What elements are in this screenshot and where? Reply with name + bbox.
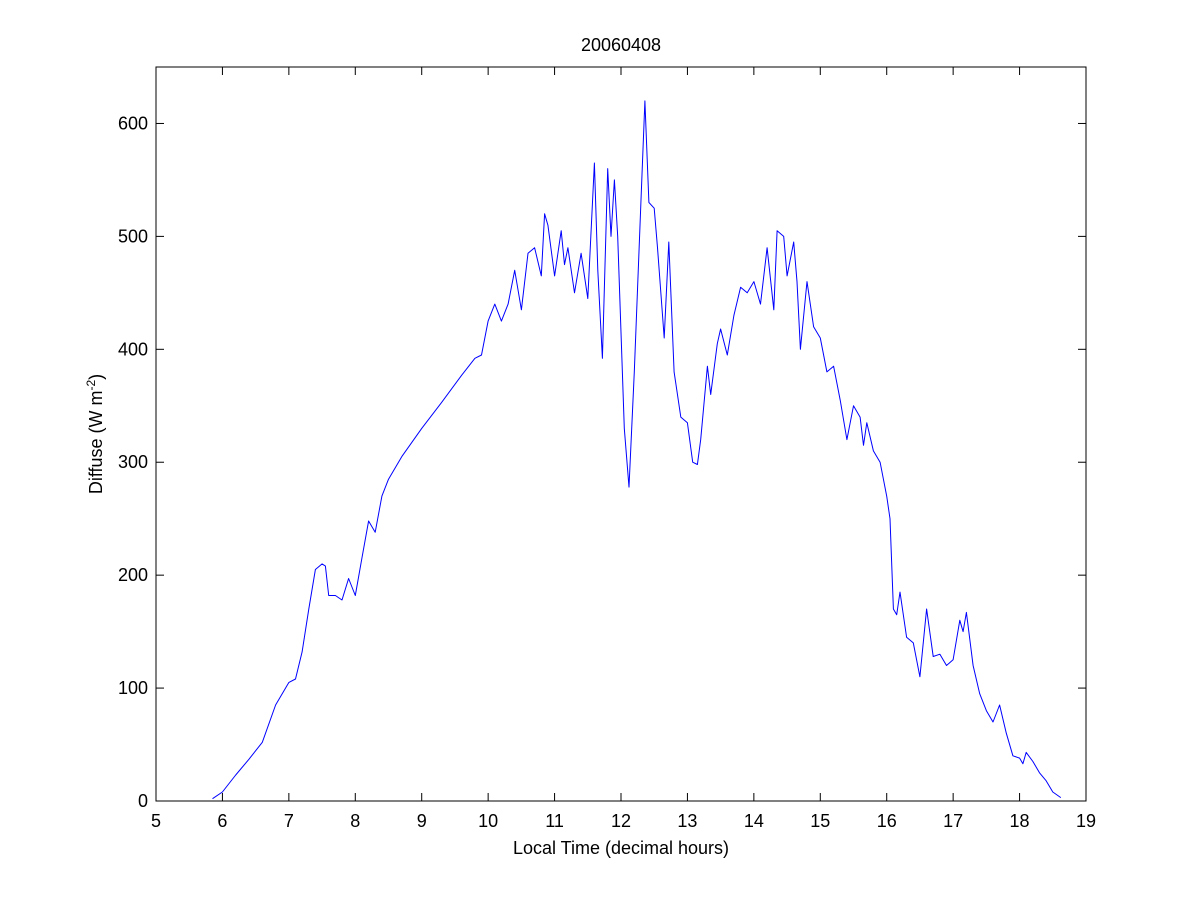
- x-tick-label-18: 18: [1010, 811, 1030, 831]
- x-tick-label-11: 11: [545, 811, 564, 831]
- series-line-0: [212, 100, 1062, 800]
- y-tick-label-100: 100: [118, 678, 148, 698]
- x-tick-label-13: 13: [677, 811, 697, 831]
- x-tick-label-7: 7: [284, 811, 294, 831]
- series-group: [212, 100, 1062, 800]
- y-tick-label-600: 600: [118, 113, 148, 133]
- y-axis-label-text: Diffuse (W m: [86, 390, 106, 494]
- axes-frame: [155, 66, 1087, 802]
- x-tick-label-19: 19: [1076, 811, 1096, 831]
- x-tick-label-10: 10: [478, 811, 498, 831]
- x-tick-label-9: 9: [417, 811, 427, 831]
- plot-area: 5 6 7 8 9 10 11 12 13 14 15 16 17 18 19 01002003004005…: [118, 66, 1096, 831]
- x-axis-label: Local Time (decimal hours): [513, 838, 729, 858]
- x-tick-label-8: 8: [350, 811, 360, 831]
- y-tick-label-300: 300: [118, 452, 148, 472]
- y-tick-label-400: 400: [118, 339, 148, 359]
- y-axis-label-superscript: -2: [84, 379, 98, 390]
- y-axis-label-suffix: ): [86, 374, 106, 380]
- chart-title: 20060408: [581, 35, 661, 55]
- x-tick-label-6: 6: [217, 811, 227, 831]
- y-axis-ticks: 0 100 200 300 400 500 600: [118, 113, 1086, 811]
- x-tick-label-5: 5: [151, 811, 161, 831]
- x-tick-label-17: 17: [943, 811, 963, 831]
- x-tick-label-16: 16: [877, 811, 897, 831]
- y-tick-label-500: 500: [118, 226, 148, 246]
- y-tick-label-0: 0: [138, 791, 148, 811]
- x-axis-ticks: 5 6 7 8 9 10 11 12 13 14 15 16 17 18 19: [151, 67, 1096, 831]
- x-tick-label-15: 15: [810, 811, 830, 831]
- x-tick-label-12: 12: [611, 811, 631, 831]
- y-tick-label-200: 200: [118, 565, 148, 585]
- y-axis-label: Diffuse (W m-2): [84, 374, 106, 494]
- x-tick-label-14: 14: [744, 811, 764, 831]
